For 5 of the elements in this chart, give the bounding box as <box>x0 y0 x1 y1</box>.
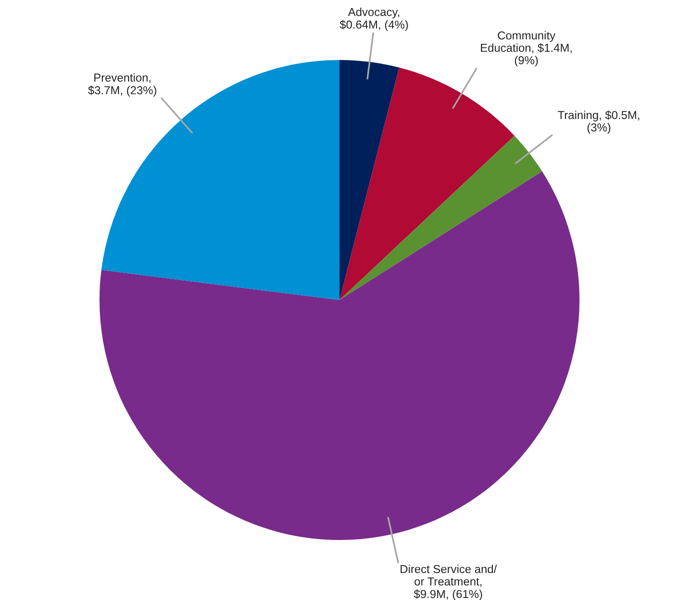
slice-label: Community Education, $1.4M, (9%) <box>480 31 572 67</box>
slice-label: Training, $0.5M, (3%) <box>558 110 640 134</box>
slice-label: Prevention, $3.7M, (23%) <box>88 73 156 97</box>
slice-label: Advocacy, $0.64M, (4%) <box>340 8 408 31</box>
slice-label: Direct Service and/ or Treatment, $9.9M, (61%) <box>400 564 497 600</box>
